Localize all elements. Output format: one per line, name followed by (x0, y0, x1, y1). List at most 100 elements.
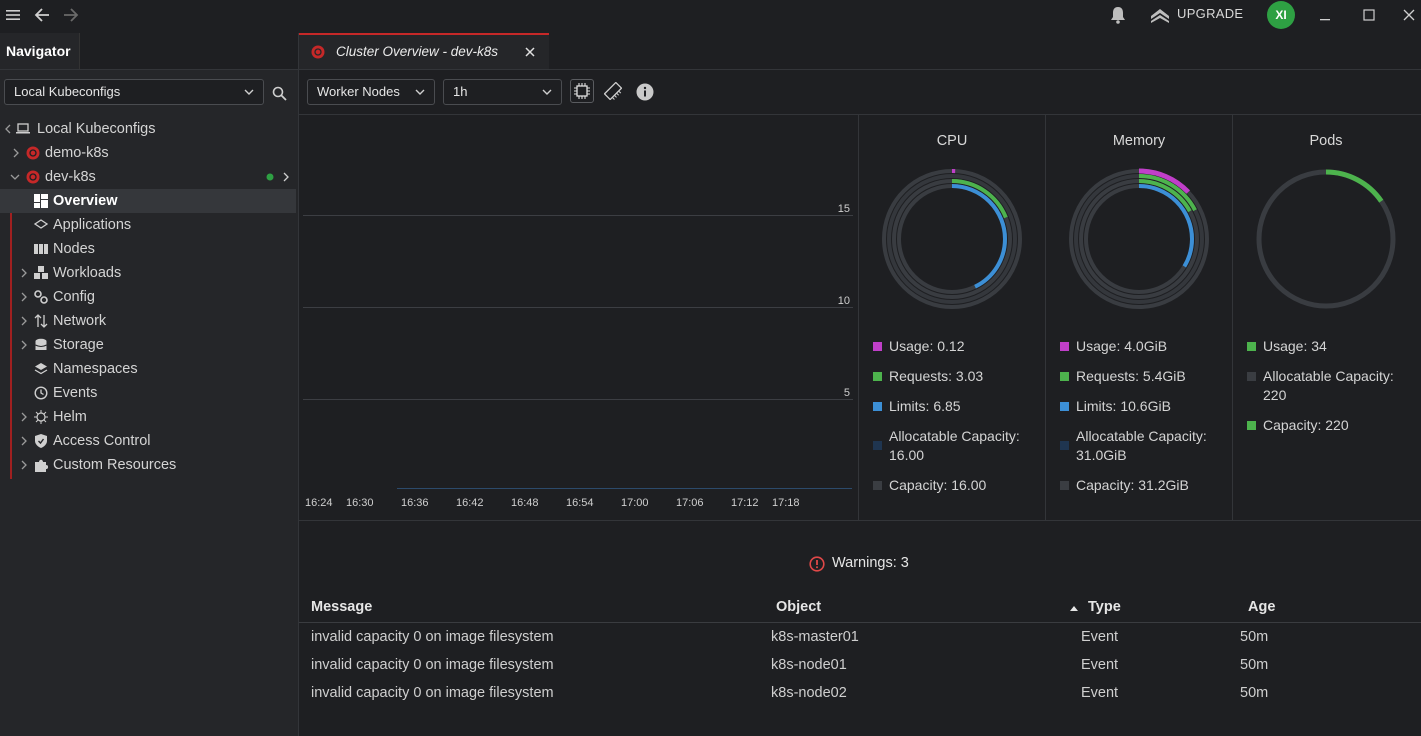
sidebar-item-custom-resources[interactable]: Custom Resources (0, 453, 296, 477)
kubernetes-cluster-icon (26, 170, 40, 184)
search-icon[interactable] (272, 86, 287, 101)
tree-root-local-kubeconfigs[interactable]: Local Kubeconfigs (0, 117, 296, 141)
legend-text: Limits: 6.85 (889, 398, 961, 414)
cell-object: k8s-node01 (771, 657, 847, 673)
chart-series-line (397, 488, 852, 489)
sidebar-item-config[interactable]: Config (0, 285, 296, 309)
legend-text: Allocatable Capacity: 31.0GiB (1076, 428, 1207, 463)
editor-tabstrip: Cluster Overview - dev-k8s (299, 33, 1421, 70)
dashboard-icon (34, 194, 48, 208)
chevron-left-icon (5, 124, 11, 134)
maximize-window-icon[interactable] (1358, 4, 1380, 26)
cell-message: invalid capacity 0 on image filesystem (311, 685, 554, 701)
memory-title: Memory (1112, 133, 1166, 149)
tab-cluster-overview[interactable]: Cluster Overview - dev-k8s (299, 33, 549, 69)
tree-cluster-demo-k8s[interactable]: demo-k8s (0, 141, 296, 165)
table-row[interactable]: invalid capacity 0 on image filesystem k… (299, 652, 1421, 680)
nodes-icon (34, 244, 48, 254)
memory-stick-icon (604, 82, 622, 100)
requests-swatch (1060, 372, 1069, 381)
kubernetes-cluster-icon (311, 45, 325, 59)
cell-age: 50m (1240, 685, 1269, 701)
tree-label: Nodes (53, 241, 95, 257)
sidebar-item-namespaces[interactable]: Namespaces (0, 357, 296, 381)
usage-swatch (1247, 342, 1256, 351)
table-header-divider (299, 622, 1421, 623)
sidebar-item-workloads[interactable]: Workloads (0, 261, 296, 285)
usage-swatch (873, 342, 882, 351)
usage-swatch (1060, 342, 1069, 351)
sidebar-item-helm[interactable]: Helm (0, 405, 296, 429)
sidebar-item-nodes[interactable]: Nodes (0, 237, 296, 261)
legend-text: Usage: 4.0GiB (1076, 338, 1168, 354)
sidebar-item-overview[interactable]: Overview (0, 189, 296, 213)
sidebar-item-events[interactable]: Events (0, 381, 296, 405)
cpu-metric-toggle[interactable] (570, 79, 594, 103)
puzzle-piece-icon (35, 459, 48, 472)
cell-type: Event (1081, 685, 1119, 701)
tree-label: Namespaces (53, 361, 138, 377)
time-range-select[interactable]: 1h (443, 79, 562, 105)
limits-swatch (1060, 402, 1069, 411)
capacity-swatch (1060, 481, 1069, 490)
minimize-window-icon[interactable] (1314, 4, 1336, 26)
upgrade-icon[interactable] (1149, 4, 1171, 26)
network-arrows-icon (34, 314, 48, 328)
legend-text: Capacity: 31.2GiB (1076, 477, 1189, 493)
column-header-age[interactable]: Age (1248, 599, 1276, 615)
info-icon[interactable] (636, 83, 654, 101)
notifications-bell-icon[interactable] (1107, 4, 1129, 26)
close-tab-icon[interactable] (525, 47, 535, 57)
chevron-down-icon (243, 86, 255, 98)
sidebar-item-network[interactable]: Network (0, 309, 296, 333)
pods-title: Pods (1309, 133, 1343, 149)
tree-label: Applications (53, 217, 132, 233)
tree-label: Access Control (53, 433, 151, 449)
kubernetes-cluster-icon (26, 146, 40, 160)
forward-arrow-icon[interactable] (60, 4, 82, 26)
legend-text: Capacity: 220 (1263, 417, 1349, 433)
memory-metric-toggle[interactable] (604, 82, 622, 100)
cpu-chip-icon (574, 83, 590, 99)
kubeconfig-select[interactable]: Local Kubeconfigs (4, 79, 264, 105)
column-header-message[interactable]: Message (311, 599, 373, 615)
sidebar-item-storage[interactable]: Storage (0, 333, 296, 357)
table-row[interactable]: invalid capacity 0 on image filesystem k… (299, 624, 1421, 652)
overview-toolbar: Worker Nodes 1h (299, 70, 1421, 115)
capacity-swatch (1247, 421, 1256, 430)
column-header-object[interactable]: Object (776, 599, 822, 615)
table-row[interactable]: invalid capacity 0 on image filesystem k… (299, 680, 1421, 708)
x-tick-label: 17:12 (731, 497, 759, 509)
chevron-right-icon (21, 340, 27, 350)
hamburger-menu-icon[interactable] (2, 4, 24, 26)
sidebar-item-access-control[interactable]: Access Control (0, 429, 296, 453)
kubeconfig-select-value: Local Kubeconfigs (14, 84, 121, 99)
tab-navigator[interactable]: Navigator (0, 33, 80, 69)
node-filter-select[interactable]: Worker Nodes (307, 79, 435, 105)
x-tick-label: 17:18 (772, 497, 800, 509)
tree-label: Workloads (53, 265, 122, 281)
legend-text: Capacity: 16.00 (889, 477, 987, 493)
cell-type: Event (1081, 657, 1119, 673)
sidebar-item-applications[interactable]: Applications (0, 213, 296, 237)
close-window-icon[interactable] (1398, 4, 1420, 26)
requests-swatch (873, 372, 882, 381)
chevron-right-icon[interactable] (282, 172, 290, 182)
x-tick-label: 17:06 (676, 497, 704, 509)
tree-cluster-dev-k8s[interactable]: dev-k8s (0, 165, 296, 189)
back-arrow-icon[interactable] (31, 4, 53, 26)
x-tick-label: 16:30 (346, 497, 374, 509)
shield-icon (35, 434, 47, 448)
column-header-type[interactable]: Type (1088, 599, 1121, 615)
connected-status-icon (266, 173, 274, 181)
pods-stat-panel: Pods Usage: 34 Allocatable Capacity: 220… (1233, 115, 1419, 520)
navigator-sidebar: Navigator Local Kubeconfigs Local Kubeco… (0, 33, 299, 736)
capacity-swatch (873, 481, 882, 490)
upgrade-label[interactable]: UPGRADE (1177, 6, 1244, 21)
metrics-line-chart: 15 10 5 16:24 16:30 16:36 16:42 16:48 16… (299, 115, 859, 520)
cell-type: Event (1081, 629, 1119, 645)
chevron-right-icon (21, 316, 27, 326)
x-tick-label: 17:00 (621, 497, 649, 509)
tree-label: Events (53, 385, 98, 401)
user-avatar[interactable]: XI (1267, 1, 1295, 29)
